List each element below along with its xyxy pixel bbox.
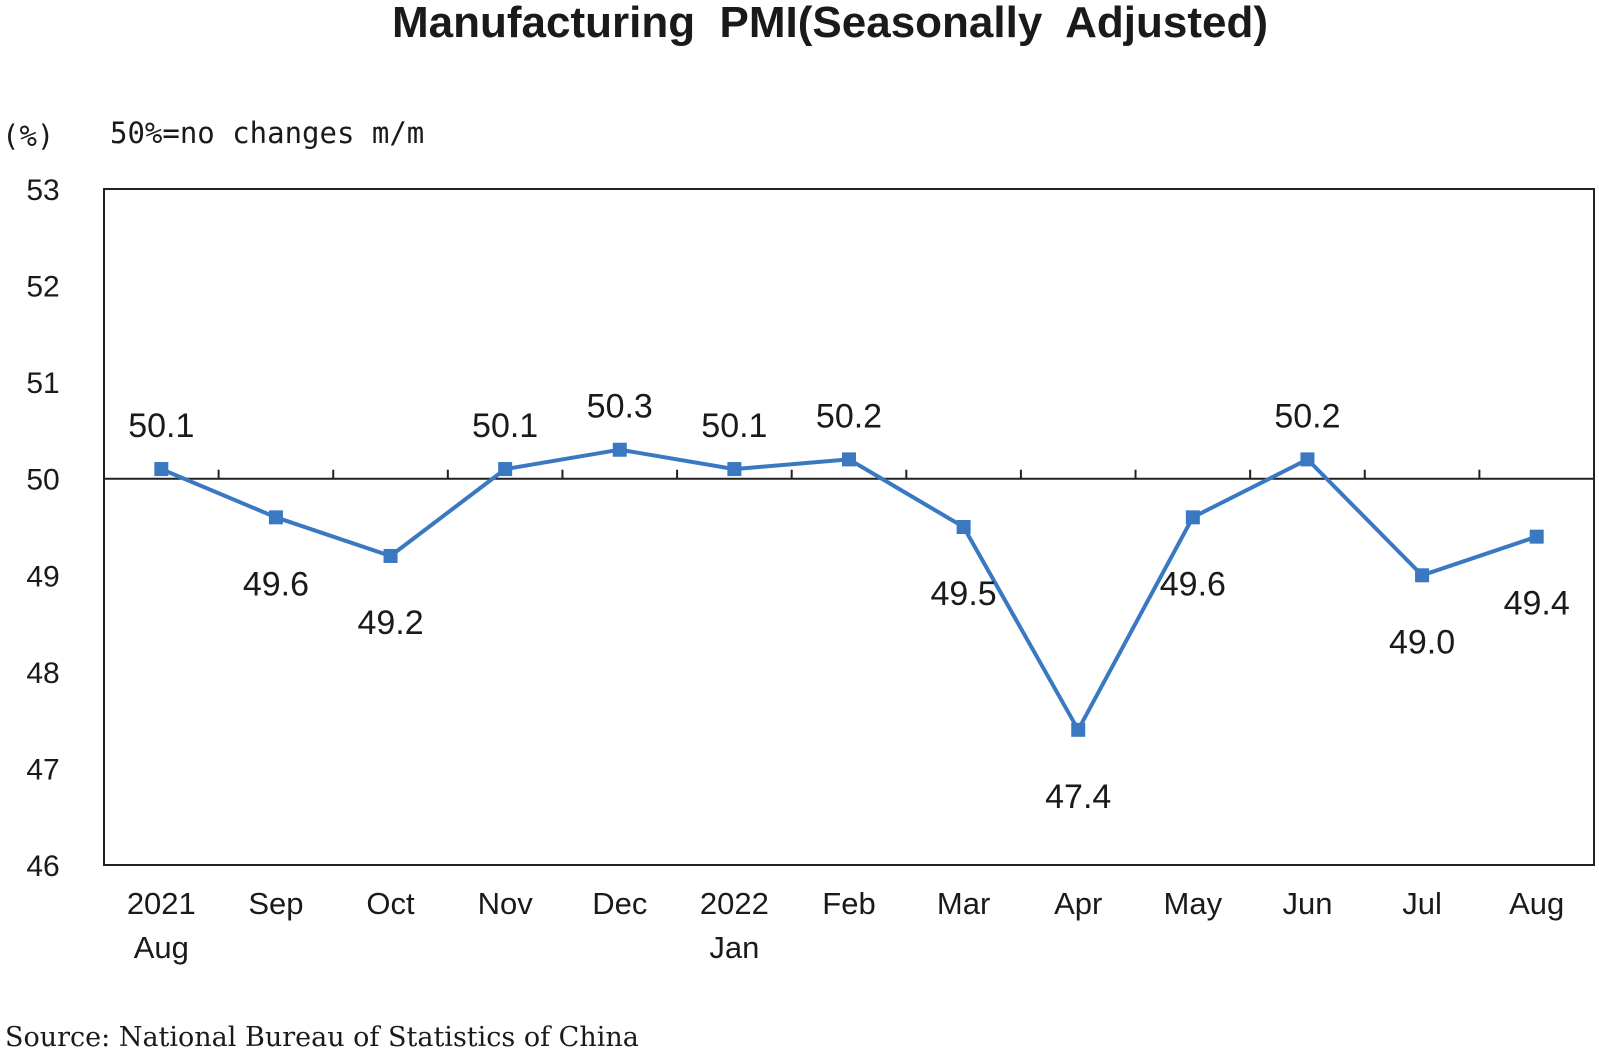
reference-note: 50%=no changes m/m <box>110 116 424 150</box>
x-tick-label: Apr <box>1054 886 1102 921</box>
data-point <box>154 462 169 477</box>
x-tick-label: Jul <box>1402 886 1442 921</box>
x-tick-label: May <box>1164 886 1223 921</box>
data-label: 49.5 <box>931 575 997 613</box>
data-point <box>956 520 971 534</box>
y-tick-label: 52 <box>26 271 59 304</box>
x-tick-label: Jun <box>1282 886 1332 921</box>
x-tick-label: Nov <box>478 886 534 921</box>
data-point <box>612 442 627 457</box>
data-label: 50.1 <box>128 407 194 445</box>
data-point <box>1185 510 1200 525</box>
y-tick-label: 50 <box>26 464 59 497</box>
plot-frame <box>103 188 1595 866</box>
y-tick-label: 46 <box>26 850 59 883</box>
data-label: 50.2 <box>1274 397 1340 435</box>
data-label: 49.4 <box>1504 585 1570 623</box>
data-point <box>268 510 283 525</box>
plot-area: 53 52 51 50 49 48 47 46 2021 Aug Sep Oct Nov Dec 2022 J… <box>26 174 1595 965</box>
data-point <box>498 462 513 477</box>
data-point <box>1415 568 1430 583</box>
data-label: 49.6 <box>1160 565 1226 603</box>
data-label: 50.3 <box>587 388 653 426</box>
data-point <box>1300 452 1315 467</box>
data-label: 49.0 <box>1389 623 1455 661</box>
data-point <box>383 548 398 563</box>
y-tick-label: 48 <box>26 657 59 690</box>
data-label: 49.6 <box>243 565 309 603</box>
y-tick-label: 51 <box>26 367 59 400</box>
data-label: 50.1 <box>472 407 538 445</box>
y-unit-label: (%) <box>2 119 54 153</box>
source-note: Source: National Bureau of Statistics of… <box>5 1022 639 1053</box>
chart-title: Manufacturing PMI(Seasonally Adjusted) <box>392 0 1268 47</box>
data-label: 49.2 <box>357 604 423 642</box>
y-tick-label: 49 <box>26 560 59 593</box>
data-label: 50.2 <box>816 397 882 435</box>
data-point <box>727 462 742 477</box>
x-tick-label: Feb <box>822 886 875 921</box>
x-tick-label: Dec <box>592 886 647 921</box>
y-tick-label: 53 <box>26 174 59 207</box>
x-tick-label: 2022 Jan <box>700 886 769 965</box>
x-tick-label: Oct <box>366 886 415 921</box>
data-label: 47.4 <box>1045 778 1111 816</box>
x-tick-label: 2021 Aug <box>127 886 196 965</box>
data-label: 50.1 <box>701 407 767 445</box>
data-point <box>1529 529 1544 544</box>
data-point <box>842 452 856 467</box>
x-tick-label: Aug <box>1509 886 1564 921</box>
series-line <box>160 447 1538 732</box>
x-tick-label: Mar <box>937 886 990 921</box>
data-point <box>1071 722 1086 737</box>
x-tick-label: Sep <box>248 886 303 921</box>
y-tick-label: 47 <box>26 753 59 786</box>
